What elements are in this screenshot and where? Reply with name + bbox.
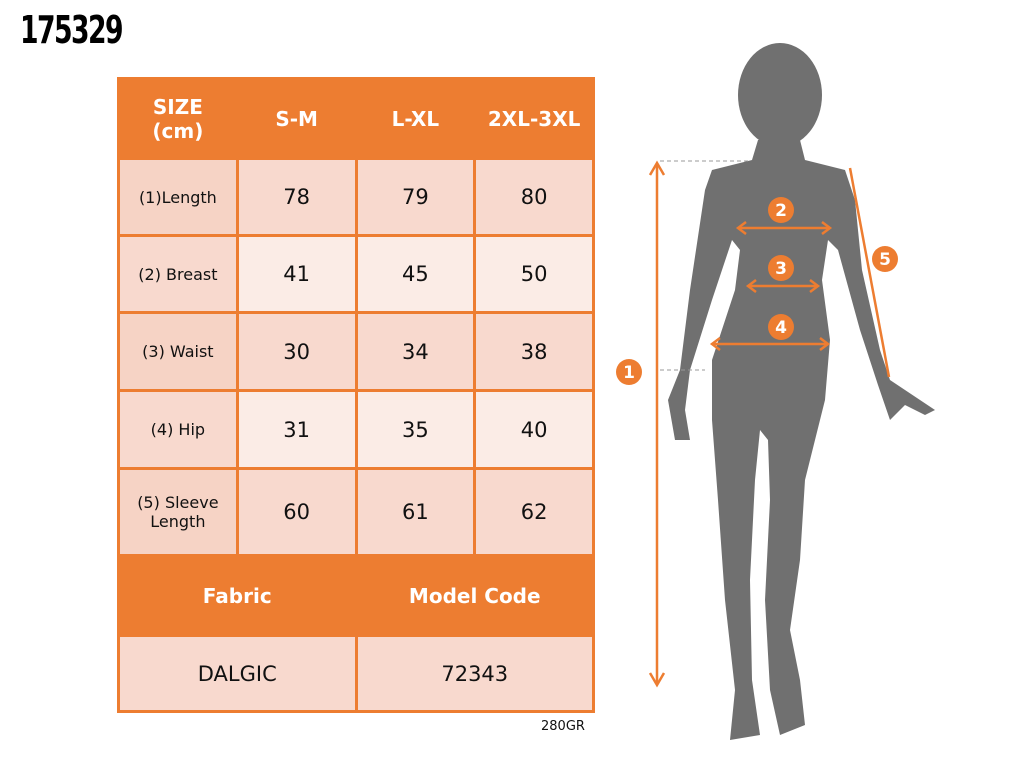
marker-1 bbox=[616, 359, 642, 385]
marker-3-label: 3 bbox=[775, 259, 787, 279]
cell: 38 bbox=[473, 311, 595, 392]
row-label: (1)Length bbox=[117, 157, 239, 237]
cell: 34 bbox=[354, 311, 477, 392]
marker-4 bbox=[768, 314, 794, 340]
cell: 41 bbox=[235, 234, 358, 314]
cell: 60 bbox=[235, 467, 358, 557]
header-2xl-3xl: 2XL-3XL bbox=[473, 77, 595, 160]
cell: 80 bbox=[473, 157, 595, 237]
marker-5-label: 5 bbox=[879, 250, 891, 270]
cell: 40 bbox=[473, 389, 595, 470]
body-silhouette-figure: 1 2 3 4 5 bbox=[616, 43, 935, 740]
markers: 1 2 3 4 5 bbox=[616, 197, 898, 385]
cell: 30 bbox=[235, 311, 358, 392]
row-label: (2) Breast bbox=[117, 234, 239, 314]
footer-row: DALGIC 72343 bbox=[117, 634, 595, 713]
measurement-arrows bbox=[648, 160, 891, 688]
size-chart-table: SIZE (cm) S-M L-XL 2XL-3XL (1)Length 78 … bbox=[117, 77, 595, 713]
row-label: (4) Hip bbox=[117, 389, 239, 470]
cell: 31 bbox=[235, 389, 358, 470]
cell: 35 bbox=[354, 389, 477, 470]
table-row: (1)Length 78 79 80 bbox=[117, 157, 595, 237]
row-label: (5) Sleeve Length bbox=[117, 467, 239, 557]
fabric-value: DALGIC bbox=[117, 634, 358, 713]
header-fabric: Fabric bbox=[117, 554, 358, 637]
guide-lines bbox=[660, 160, 750, 371]
weight-label: 280GR bbox=[541, 719, 585, 734]
marker-1-label: 1 bbox=[623, 363, 635, 383]
table-row: (5) Sleeve Length 60 61 62 bbox=[117, 467, 595, 557]
table-row: (3) Waist 30 34 38 bbox=[117, 311, 595, 392]
cell: 61 bbox=[354, 467, 477, 557]
table-row: (2) Breast 41 45 50 bbox=[117, 234, 595, 314]
marker-2-label: 2 bbox=[775, 201, 787, 221]
header-model-code: Model Code bbox=[354, 554, 595, 637]
cell: 62 bbox=[473, 467, 595, 557]
cell: 78 bbox=[235, 157, 358, 237]
marker-4-label: 4 bbox=[775, 318, 787, 338]
cell: 79 bbox=[354, 157, 477, 237]
footer-header-row: Fabric Model Code bbox=[117, 554, 595, 637]
marker-3 bbox=[768, 255, 794, 281]
cell: 45 bbox=[354, 234, 477, 314]
header-l-xl: L-XL bbox=[354, 77, 477, 160]
header-size-label: SIZE (cm) bbox=[152, 94, 204, 143]
header-s-m: S-M bbox=[235, 77, 358, 160]
model-code-value: 72343 bbox=[354, 634, 595, 713]
header-size: SIZE (cm) bbox=[117, 77, 239, 160]
row-label: (3) Waist bbox=[117, 311, 239, 392]
cell: 50 bbox=[473, 234, 595, 314]
silhouette bbox=[668, 43, 935, 740]
table-row: (4) Hip 31 35 40 bbox=[117, 389, 595, 470]
marker-2 bbox=[768, 197, 794, 223]
product-code: 175329 bbox=[20, 8, 124, 52]
marker-5 bbox=[872, 246, 898, 272]
table-header-row: SIZE (cm) S-M L-XL 2XL-3XL bbox=[117, 77, 595, 160]
